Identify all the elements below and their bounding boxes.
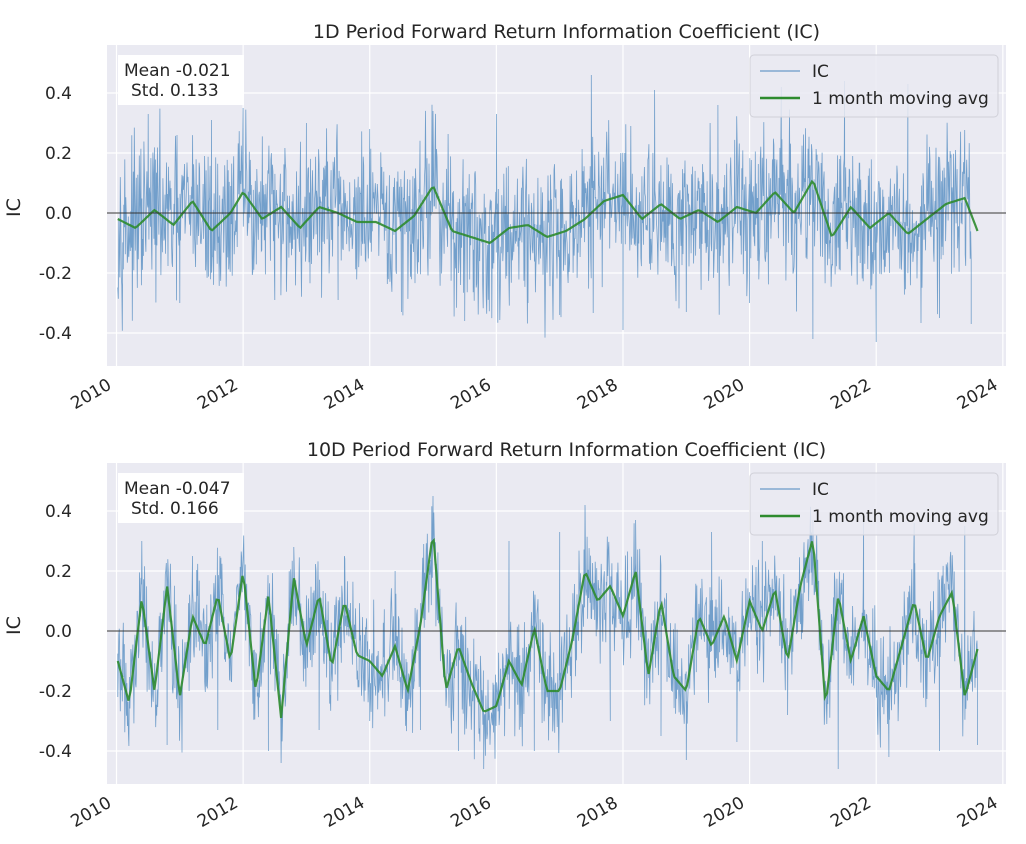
y-tick-label: 0.0 <box>45 204 72 224</box>
y-tick-label: 0.2 <box>45 144 72 164</box>
y-tick-label: -0.2 <box>39 682 72 702</box>
legend: IC 1 month moving avg <box>749 472 999 536</box>
legend-moving-avg-label: 1 month moving avg <box>812 89 989 109</box>
x-tick-label: 2018 <box>574 375 621 414</box>
x-tick-label: 2010 <box>68 793 115 832</box>
x-tick-label: 2014 <box>321 375 368 414</box>
stats-mean: Mean -0.047 <box>124 479 231 499</box>
chart-panel-2: 10D Period Forward Return Information Co… <box>3 439 1006 832</box>
x-tick-label: 2020 <box>701 793 748 832</box>
moving-avg-series-line <box>116 537 979 719</box>
legend-moving-avg-label: 1 month moving avg <box>812 507 989 527</box>
x-tick-label: 2022 <box>827 793 874 832</box>
chart-title: 1D Period Forward Return Information Coe… <box>313 21 820 43</box>
x-tick-label: 2022 <box>827 375 874 414</box>
y-tick-label: 0.4 <box>45 84 72 104</box>
x-tick-label: 2024 <box>954 793 1001 832</box>
ic-series-line <box>117 74 972 343</box>
x-tick-label: 2012 <box>194 375 241 414</box>
x-tick-label: 2018 <box>574 793 621 832</box>
x-tick-label: 2016 <box>447 793 494 832</box>
legend: IC 1 month moving avg <box>749 54 999 118</box>
y-tick-label: -0.4 <box>39 742 72 762</box>
y-tick-label: 0.0 <box>45 622 72 642</box>
x-tick-label: 2024 <box>954 375 1001 414</box>
x-tick-label: 2016 <box>447 375 494 414</box>
y-tick-label: -0.4 <box>39 324 72 344</box>
stats-box-background <box>118 55 244 105</box>
stats-std: Std. 0.133 <box>131 81 219 101</box>
x-tick-label: 2012 <box>194 793 241 832</box>
x-tick-label: 2010 <box>68 375 115 414</box>
y-tick-label: 0.4 <box>45 502 72 522</box>
moving-avg-series-line <box>117 179 979 245</box>
legend-ic-label: IC <box>812 62 829 82</box>
chart-title: 10D Period Forward Return Information Co… <box>307 439 826 461</box>
y-tick-label: -0.2 <box>39 264 72 284</box>
x-tick-label: 2014 <box>321 793 368 832</box>
legend-ic-label: IC <box>812 480 829 500</box>
stats-mean: Mean -0.021 <box>124 61 231 81</box>
stats-box-background <box>118 473 244 523</box>
x-tick-label: 2020 <box>701 375 748 414</box>
y-tick-label: 0.2 <box>45 562 72 582</box>
y-axis-label: IC <box>3 198 25 217</box>
chart-panel-1: 1D Period Forward Return Information Coe… <box>3 21 1006 414</box>
y-axis-label: IC <box>3 616 25 635</box>
legend-box <box>749 54 999 118</box>
legend-box <box>749 472 999 536</box>
stats-std: Std. 0.166 <box>131 499 219 519</box>
ic-series-line <box>117 495 978 770</box>
